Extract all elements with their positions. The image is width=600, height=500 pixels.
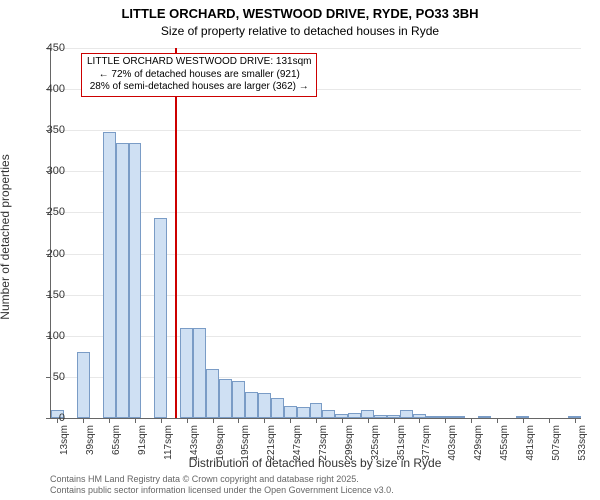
histogram-bar xyxy=(322,410,335,418)
x-tick-mark xyxy=(342,418,343,423)
histogram-bar xyxy=(361,410,374,418)
footer-line2: Contains public sector information licen… xyxy=(50,485,394,495)
x-tick-mark xyxy=(445,418,446,423)
histogram-bar xyxy=(245,392,258,418)
histogram-bar xyxy=(297,407,310,419)
chart-container: LITTLE ORCHARD, WESTWOOD DRIVE, RYDE, PO… xyxy=(0,0,600,500)
y-tick-label: 100 xyxy=(25,330,65,342)
grid-line xyxy=(51,130,581,131)
x-tick-mark xyxy=(471,418,472,423)
y-tick-label: 0 xyxy=(25,412,65,424)
annotation-box: LITTLE ORCHARD WESTWOOD DRIVE: 131sqm ← 7… xyxy=(81,53,317,97)
histogram-bar xyxy=(103,132,116,418)
x-tick-mark xyxy=(109,418,110,423)
title-line2: Size of property relative to detached ho… xyxy=(161,24,439,38)
histogram-bar xyxy=(452,416,465,418)
histogram-bar xyxy=(258,393,271,418)
histogram-bar xyxy=(426,416,439,418)
histogram-bar xyxy=(206,369,219,418)
y-tick-label: 450 xyxy=(25,42,65,54)
y-tick-label: 150 xyxy=(25,289,65,301)
y-tick-label: 250 xyxy=(25,206,65,218)
x-tick-mark xyxy=(523,418,524,423)
y-axis-label: Number of detached properties xyxy=(0,154,12,319)
x-tick-mark xyxy=(161,418,162,423)
x-tick-mark xyxy=(394,418,395,423)
histogram-bar xyxy=(400,410,413,418)
x-tick-mark xyxy=(497,418,498,423)
y-tick-label: 400 xyxy=(25,83,65,95)
histogram-bar xyxy=(232,381,245,418)
y-tick-label: 200 xyxy=(25,248,65,260)
x-tick-mark xyxy=(213,418,214,423)
footer-line1: Contains HM Land Registry data © Crown c… xyxy=(50,474,359,484)
annotation-line1: LITTLE ORCHARD WESTWOOD DRIVE: 131sqm xyxy=(87,56,311,67)
histogram-bar xyxy=(116,143,129,418)
histogram-bar xyxy=(193,328,206,418)
x-axis-label: Distribution of detached houses by size … xyxy=(50,456,580,470)
plot-area: 13sqm39sqm65sqm91sqm117sqm143sqm169sqm19… xyxy=(50,48,581,419)
annotation-line2: ← 72% of detached houses are smaller (92… xyxy=(99,69,300,80)
histogram-bar xyxy=(374,415,387,418)
x-tick-mark xyxy=(368,418,369,423)
footer-attribution: Contains HM Land Registry data © Crown c… xyxy=(50,474,394,496)
chart-title: LITTLE ORCHARD, WESTWOOD DRIVE, RYDE, PO… xyxy=(0,0,600,40)
x-tick-mark xyxy=(290,418,291,423)
x-tick-mark xyxy=(238,418,239,423)
x-tick-mark xyxy=(549,418,550,423)
histogram-bar xyxy=(154,218,167,418)
histogram-bar xyxy=(271,398,284,418)
histogram-bar xyxy=(77,352,90,418)
annotation-line3: 28% of semi-detached houses are larger (… xyxy=(90,81,309,92)
grid-line xyxy=(51,48,581,49)
x-tick-mark xyxy=(316,418,317,423)
x-tick-mark xyxy=(419,418,420,423)
histogram-bar xyxy=(129,143,142,418)
x-tick-mark xyxy=(83,418,84,423)
histogram-bar xyxy=(478,416,491,418)
histogram-bar xyxy=(180,328,193,418)
marker-line xyxy=(175,48,177,418)
title-line1: LITTLE ORCHARD, WESTWOOD DRIVE, RYDE, PO… xyxy=(121,6,478,21)
x-tick-mark xyxy=(575,418,576,423)
x-tick-mark xyxy=(187,418,188,423)
histogram-bar xyxy=(348,413,361,418)
histogram-bar xyxy=(284,406,297,418)
y-tick-label: 350 xyxy=(25,124,65,136)
y-tick-label: 50 xyxy=(25,371,65,383)
y-tick-label: 300 xyxy=(25,165,65,177)
histogram-bar xyxy=(219,379,232,418)
x-tick-mark xyxy=(264,418,265,423)
histogram-bar xyxy=(310,403,323,418)
x-tick-mark xyxy=(135,418,136,423)
